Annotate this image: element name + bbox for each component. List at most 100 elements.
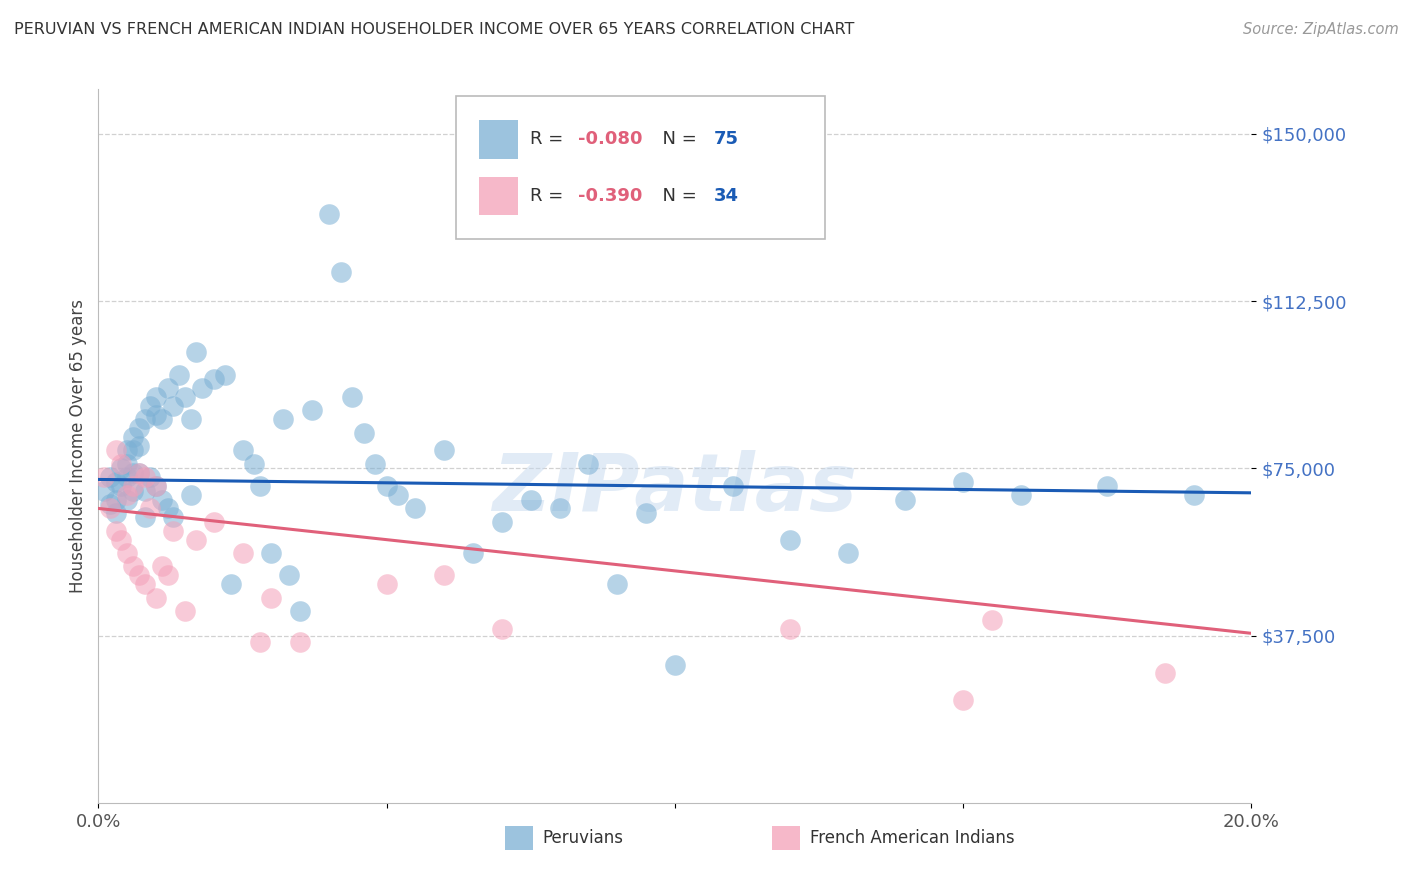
Text: French American Indians: French American Indians <box>810 829 1015 847</box>
Point <box>1182 488 1205 502</box>
Point <box>110 533 132 547</box>
Point <box>202 515 225 529</box>
Point <box>249 479 271 493</box>
Text: -0.080: -0.080 <box>578 130 643 148</box>
Point <box>290 604 312 618</box>
Point <box>180 412 202 426</box>
Point <box>779 533 801 547</box>
Point <box>128 421 150 435</box>
Point <box>260 591 283 605</box>
Text: N =: N = <box>651 187 702 205</box>
Point <box>260 546 283 560</box>
Point <box>122 479 145 493</box>
Point <box>134 412 156 426</box>
Point <box>433 443 456 458</box>
Point <box>122 430 145 444</box>
Point <box>145 390 167 404</box>
Point <box>375 479 398 493</box>
Point <box>139 470 162 484</box>
Point <box>117 488 138 502</box>
Point <box>174 604 197 618</box>
Point <box>491 515 513 529</box>
Point <box>117 546 138 560</box>
Point <box>110 457 132 471</box>
Point <box>1153 666 1175 681</box>
Point <box>318 207 340 221</box>
Point <box>353 425 375 440</box>
Point <box>93 470 115 484</box>
Point <box>150 559 173 574</box>
Point <box>98 497 121 511</box>
Text: ZIPatlas: ZIPatlas <box>492 450 858 528</box>
Point <box>271 412 294 426</box>
Point <box>128 466 150 480</box>
Point <box>139 399 162 413</box>
Point <box>214 368 236 382</box>
Point <box>98 501 121 516</box>
Point <box>162 524 184 538</box>
Point <box>894 492 917 507</box>
Point <box>156 501 179 516</box>
Point <box>104 506 127 520</box>
Point <box>145 408 167 422</box>
Point <box>162 399 184 413</box>
Point <box>134 510 156 524</box>
Point <box>110 479 132 493</box>
FancyBboxPatch shape <box>456 96 825 239</box>
Point <box>145 591 167 605</box>
Point <box>219 577 242 591</box>
Point <box>167 368 190 382</box>
Point <box>162 510 184 524</box>
Point <box>122 483 145 498</box>
Point <box>952 475 974 489</box>
Point <box>375 577 398 591</box>
Y-axis label: Householder Income Over 65 years: Householder Income Over 65 years <box>69 299 87 593</box>
Point <box>110 461 132 475</box>
Point <box>117 457 138 471</box>
Point <box>664 657 686 672</box>
Point <box>98 470 121 484</box>
Point <box>145 479 167 493</box>
Point <box>104 492 127 507</box>
Point <box>277 568 299 582</box>
Text: R =: R = <box>530 187 568 205</box>
Point <box>520 492 543 507</box>
Point <box>117 492 138 507</box>
Point <box>128 439 150 453</box>
Text: 75: 75 <box>714 130 740 148</box>
Point <box>145 479 167 493</box>
FancyBboxPatch shape <box>479 177 517 215</box>
Point <box>128 568 150 582</box>
Point <box>1097 479 1119 493</box>
Point <box>721 479 744 493</box>
Point <box>174 390 197 404</box>
Point <box>156 381 179 395</box>
Point <box>249 635 271 649</box>
Point <box>134 483 156 498</box>
Point <box>180 488 202 502</box>
Point <box>128 466 150 480</box>
Point <box>491 622 513 636</box>
Text: 34: 34 <box>714 187 740 205</box>
Point <box>329 265 352 279</box>
Point <box>134 577 156 591</box>
Point <box>837 546 859 560</box>
Point <box>301 403 323 417</box>
Point <box>606 577 628 591</box>
Point <box>578 457 600 471</box>
Text: Source: ZipAtlas.com: Source: ZipAtlas.com <box>1243 22 1399 37</box>
Point <box>93 483 115 498</box>
Point <box>186 533 208 547</box>
Point <box>186 345 208 359</box>
Point <box>122 559 145 574</box>
Point <box>191 381 214 395</box>
Point <box>981 613 1004 627</box>
Point <box>122 466 145 480</box>
Point <box>636 506 658 520</box>
Point <box>104 443 127 458</box>
Point <box>364 457 387 471</box>
Point <box>139 501 162 516</box>
Text: Peruvians: Peruvians <box>543 829 624 847</box>
Point <box>104 475 127 489</box>
Point <box>117 470 138 484</box>
